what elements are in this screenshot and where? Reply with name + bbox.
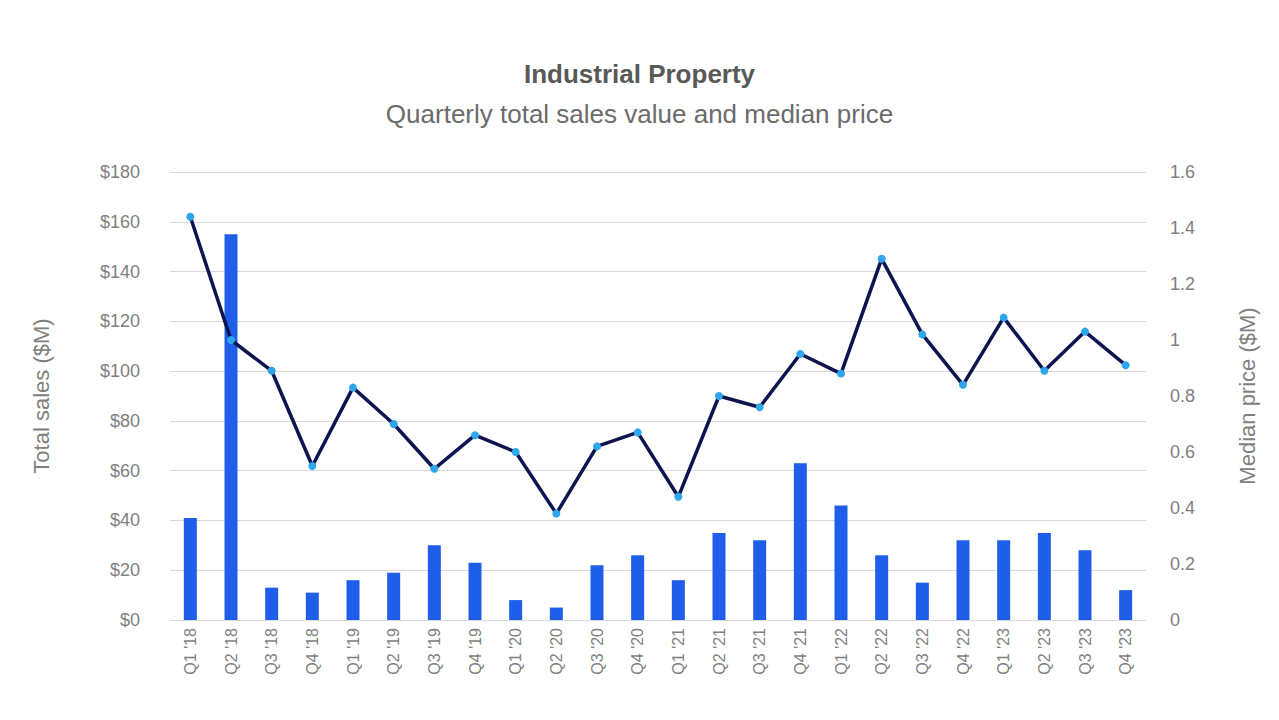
svg-text:Q2 '22: Q2 '22: [873, 628, 890, 675]
svg-text:Q2 '23: Q2 '23: [1036, 628, 1053, 675]
svg-text:Q2 '19: Q2 '19: [385, 628, 402, 675]
svg-text:Q3 '23: Q3 '23: [1077, 628, 1094, 675]
svg-text:$60: $60: [110, 461, 140, 481]
svg-text:0.6: 0.6: [1170, 442, 1195, 462]
svg-text:$120: $120: [100, 311, 140, 331]
svg-text:$100: $100: [100, 361, 140, 381]
svg-text:Q3 '20: Q3 '20: [589, 628, 606, 675]
svg-text:Q1 '19: Q1 '19: [345, 628, 362, 675]
svg-text:$40: $40: [110, 510, 140, 530]
svg-text:Q4 '20: Q4 '20: [629, 628, 646, 675]
svg-text:Q1 '20: Q1 '20: [507, 628, 524, 675]
svg-text:Industrial Property: Industrial Property: [524, 59, 756, 89]
svg-text:$20: $20: [110, 560, 140, 580]
svg-text:1: 1: [1170, 330, 1180, 350]
svg-text:$0: $0: [120, 610, 140, 630]
svg-text:Q4 '22: Q4 '22: [955, 628, 972, 675]
svg-text:Q4 '19: Q4 '19: [467, 628, 484, 675]
svg-text:0.4: 0.4: [1170, 498, 1195, 518]
svg-text:Q3 '21: Q3 '21: [751, 628, 768, 675]
svg-text:$180: $180: [100, 162, 140, 182]
svg-text:$140: $140: [100, 262, 140, 282]
svg-text:$160: $160: [100, 212, 140, 232]
svg-text:1.4: 1.4: [1170, 218, 1195, 238]
svg-text:Q2 '21: Q2 '21: [711, 628, 728, 675]
svg-text:Q1 '22: Q1 '22: [833, 628, 850, 675]
svg-text:Median price ($M): Median price ($M): [1235, 307, 1260, 484]
svg-text:Total sales ($M): Total sales ($M): [29, 318, 54, 473]
svg-text:0.8: 0.8: [1170, 386, 1195, 406]
svg-text:Q4 '18: Q4 '18: [304, 628, 321, 675]
svg-text:Quarterly total sales value an: Quarterly total sales value and median p…: [386, 99, 893, 129]
svg-text:$80: $80: [110, 411, 140, 431]
svg-text:Q4 '23: Q4 '23: [1117, 628, 1134, 675]
svg-text:Q1 '18: Q1 '18: [182, 628, 199, 675]
svg-text:Q1 '23: Q1 '23: [995, 628, 1012, 675]
svg-text:Q3 '22: Q3 '22: [914, 628, 931, 675]
svg-text:1.6: 1.6: [1170, 162, 1195, 182]
svg-text:1.2: 1.2: [1170, 274, 1195, 294]
svg-text:Q3 '19: Q3 '19: [426, 628, 443, 675]
svg-text:Q1 '21: Q1 '21: [670, 628, 687, 675]
svg-text:Q3 '18: Q3 '18: [263, 628, 280, 675]
svg-text:Q2 '18: Q2 '18: [223, 628, 240, 675]
svg-text:Q2 '20: Q2 '20: [548, 628, 565, 675]
svg-text:0.2: 0.2: [1170, 554, 1195, 574]
svg-text:Q4 '21: Q4 '21: [792, 628, 809, 675]
svg-text:0: 0: [1170, 610, 1180, 630]
